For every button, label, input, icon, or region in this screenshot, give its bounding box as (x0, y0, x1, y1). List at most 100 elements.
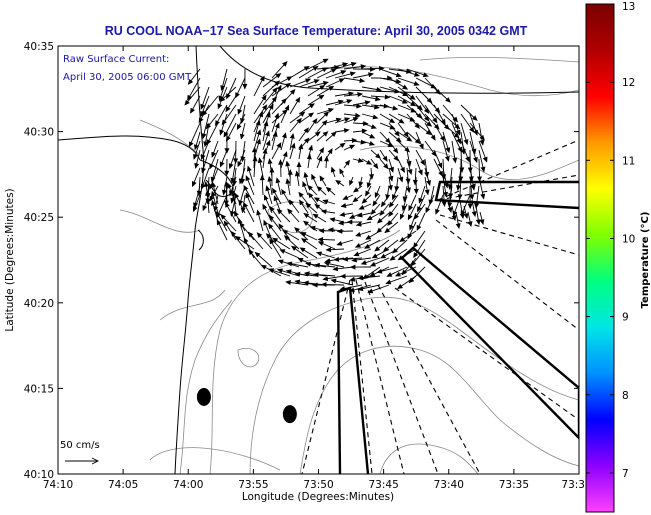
current-vector (225, 95, 237, 113)
current-vector (397, 248, 417, 261)
long-island-shore (219, 46, 579, 94)
current-vector (262, 147, 268, 169)
current-vector (316, 251, 336, 259)
raritan-bay (58, 135, 201, 161)
current-vector (406, 176, 412, 194)
current-vector (406, 158, 413, 176)
current-vector (388, 86, 409, 97)
current-vector (469, 176, 475, 200)
current-vector (211, 140, 219, 158)
current-vector (269, 205, 282, 223)
current-vector (218, 77, 228, 102)
current-vector (357, 284, 381, 292)
radar-beam (355, 279, 405, 474)
current-vector (220, 68, 228, 92)
current-vector (376, 266, 399, 274)
current-vector (280, 104, 290, 124)
current-vector (343, 144, 356, 151)
current-vector (394, 266, 417, 277)
current-vector (262, 87, 278, 106)
x-tick-label: 73:40 (434, 479, 464, 491)
current-vector (352, 194, 363, 203)
current-vector (289, 78, 312, 88)
current-vector (379, 140, 394, 147)
current-vector (299, 247, 318, 259)
current-vector (361, 122, 377, 129)
current-vector (257, 157, 264, 178)
colorbar-tick-label: 13 (622, 1, 635, 13)
current-vector (441, 185, 447, 207)
contour-line (359, 145, 579, 181)
contour-line (299, 345, 579, 474)
current-vector (340, 203, 354, 208)
current-vector (253, 138, 261, 160)
current-vector (406, 68, 429, 78)
current-vector (364, 239, 381, 249)
current-vector (298, 112, 315, 124)
current-vector (298, 143, 304, 160)
current-vector (272, 187, 282, 205)
current-vector (192, 194, 201, 213)
current-vector (191, 167, 201, 188)
current-vector (289, 111, 306, 124)
current-vector (460, 140, 470, 163)
current-vector (361, 104, 380, 110)
current-vector (382, 239, 399, 252)
current-vector (286, 261, 309, 268)
current-vector (307, 184, 318, 196)
current-vector (415, 122, 432, 136)
current-vector (399, 230, 417, 243)
current-vector (223, 220, 237, 241)
current-vector (325, 186, 336, 196)
current-vector (248, 249, 264, 268)
current-vector (401, 194, 408, 212)
y-tick-label: 40:15 (24, 383, 54, 395)
current-vector (216, 219, 228, 241)
current-vector (342, 256, 363, 262)
current-vector (451, 205, 457, 222)
current-vector (219, 149, 228, 168)
colorbar-ticks: 13 12 11 10 9 8 7 (586, 1, 635, 480)
current-vector (294, 227, 309, 241)
current-vector (219, 113, 228, 136)
current-vector (308, 192, 318, 205)
current-vector (265, 233, 282, 250)
current-vector (325, 247, 345, 253)
current-vector (226, 122, 237, 142)
current-vector (424, 176, 430, 196)
current-vector (451, 122, 462, 145)
current-vector (370, 158, 379, 170)
current-vector (256, 232, 273, 250)
current-vector (316, 185, 327, 196)
current-vector (303, 213, 318, 223)
current-vector (397, 167, 404, 183)
current-vector (235, 77, 246, 99)
current-vector (289, 132, 295, 151)
current-vector (307, 58, 329, 70)
current-vector (285, 178, 291, 196)
current-vector (201, 113, 210, 140)
current-vector (387, 212, 399, 227)
current-vector (435, 194, 444, 215)
current-vector (243, 184, 255, 205)
current-vector (397, 275, 417, 290)
current-vector (334, 128, 350, 134)
current-vector (361, 131, 376, 139)
current-vector (329, 217, 345, 223)
current-vector (451, 113, 461, 136)
current-vector (397, 158, 405, 173)
current-vector (478, 140, 488, 163)
current-vector (415, 131, 424, 150)
current-vector (366, 176, 372, 189)
current-vector (298, 65, 319, 79)
current-vector (356, 212, 372, 218)
current-vector (325, 62, 349, 70)
current-vector (478, 122, 485, 146)
scale-label: 50 cm/s (60, 440, 100, 451)
current-vector (334, 91, 355, 97)
current-vector (307, 84, 326, 97)
current-vector (433, 122, 445, 142)
colorbar (585, 3, 615, 513)
current-vector (413, 230, 426, 249)
current-vector (379, 68, 402, 78)
